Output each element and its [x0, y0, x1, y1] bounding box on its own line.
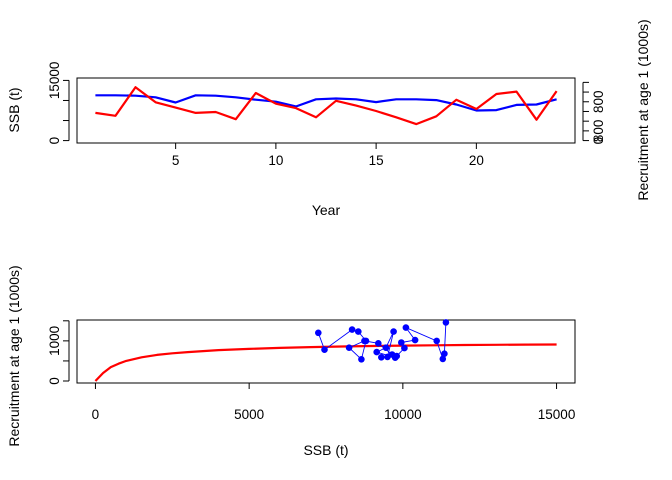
bottom-y-tick-label: 0	[47, 377, 62, 385]
observed-point	[402, 324, 410, 331]
top-y-tick-label: 15000	[47, 62, 62, 100]
bottom-series	[94, 319, 557, 382]
observed-point	[348, 326, 356, 333]
observed-point	[358, 356, 365, 363]
observed-point	[355, 328, 362, 335]
observed-point	[401, 344, 408, 352]
observed-point	[378, 354, 385, 361]
top-y-axis-right-title: Recruitment at age 1 (1000s)	[635, 19, 651, 200]
bottom-y-axis: 0 1000	[47, 320, 70, 385]
observed-point	[361, 337, 368, 345]
observed-point	[321, 346, 328, 354]
observed-point	[411, 336, 419, 344]
observed-point	[441, 350, 448, 358]
top-x-tick-label: 5	[172, 153, 180, 168]
top-x-axis: 5 10 15 20	[172, 142, 484, 168]
top-x-tick-label: 20	[469, 153, 484, 168]
bottom-x-axis: 0 5000 10000 15000	[92, 382, 576, 422]
fitted-curve-line	[94, 343, 557, 382]
observed-point	[390, 328, 397, 335]
observed-point	[375, 340, 382, 347]
top-series	[95, 86, 558, 126]
ssb-line	[95, 94, 557, 112]
observed-point	[382, 344, 390, 352]
bottom-x-tick-label: 15000	[538, 407, 576, 422]
observed-point	[315, 329, 322, 337]
top-y-right-tick-label: 800	[591, 120, 606, 143]
bottom-y-tick-label: 1000	[47, 326, 62, 356]
top-y-right-tick-label: 0	[591, 137, 606, 145]
top-plot-frame	[76, 77, 576, 144]
top-y-axis-left: 0 15000	[47, 62, 70, 145]
bottom-x-tick-label: 10000	[384, 407, 422, 422]
observed-point	[398, 339, 405, 346]
observed-connecting-line	[317, 322, 447, 361]
observed-point	[439, 355, 447, 363]
bottom-y-axis-title: Recruitment at age 1 (1000s)	[6, 265, 22, 446]
stock-recruitment-chart: 0 5000 10000 15000 0 1000 SSB (t) Recruitmen…	[6, 265, 576, 458]
observed-point	[433, 337, 441, 345]
observed-point	[384, 353, 391, 361]
bottom-x-axis-title: SSB (t)	[303, 442, 348, 458]
recruitment-line	[95, 86, 558, 126]
top-x-axis-title: Year	[312, 202, 341, 218]
top-x-tick-label: 15	[369, 153, 384, 168]
observed-point	[393, 352, 401, 360]
top-y-right-tick-label: 800	[591, 91, 606, 114]
top-y-tick-label: 0	[47, 137, 62, 145]
observed-point	[442, 319, 450, 326]
observed-point	[373, 348, 381, 356]
top-y-axis-title: SSB (t)	[6, 87, 22, 132]
bottom-x-tick-label: 0	[92, 407, 100, 422]
bottom-x-tick-label: 5000	[234, 407, 264, 422]
top-x-tick-label: 10	[268, 153, 283, 168]
observed-point	[345, 344, 353, 352]
